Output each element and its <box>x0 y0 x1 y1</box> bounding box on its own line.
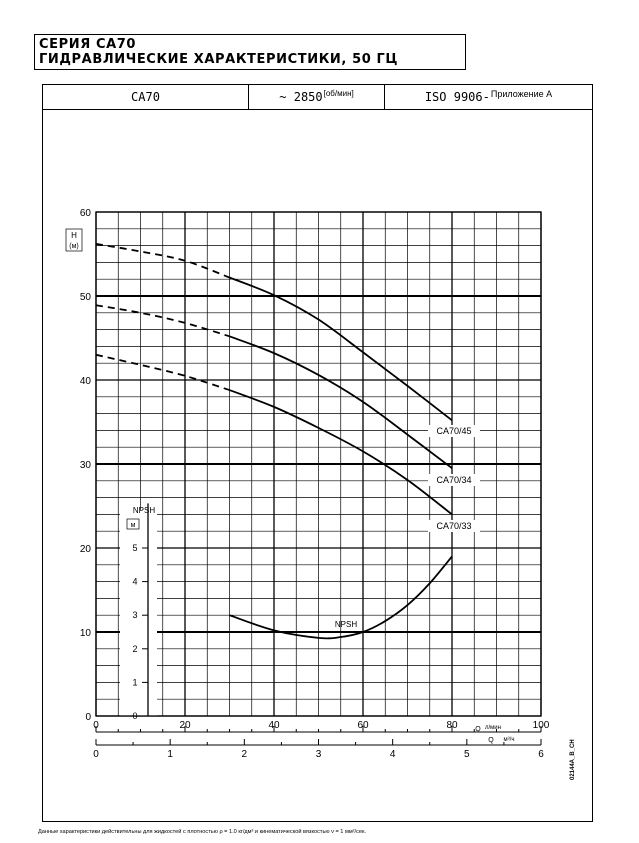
series-label-bg <box>428 520 480 532</box>
series-label-npsh: NPSH <box>335 620 357 629</box>
x-primary-tick-label: 80 <box>446 720 458 731</box>
series-label-ca70-45: CA70/45 <box>436 426 471 436</box>
standard-label: ISO 9906- <box>424 90 490 104</box>
y-tick-label: 20 <box>80 544 92 555</box>
model-label: CA70 <box>131 90 160 104</box>
x-secondary-tick-label: 3 <box>316 749 322 760</box>
plot-border <box>95 211 542 717</box>
x-secondary-unit-top: м³/ч <box>504 737 515 743</box>
npsh-tick-label: 5 <box>132 543 137 553</box>
npsh-axis-title: NPSH <box>133 506 155 515</box>
x-secondary-tick-label: 1 <box>167 749 173 760</box>
title-box: СЕРИЯ CA70 ГИДРАВЛИЧЕСКИЕ ХАРАКТЕРИСТИКИ… <box>34 34 466 70</box>
x-primary-unit: Q <box>475 726 481 733</box>
x-primary-unit-top: л/мин <box>485 725 501 731</box>
y-tick-label: 0 <box>85 712 91 723</box>
npsh-panel-bg <box>120 510 157 716</box>
curve-npsh <box>229 555 453 640</box>
chart-sheet: CA70 ~ 2850 [об/мин] ISO 9906- Приложение … <box>42 84 593 822</box>
y-tick-label: 10 <box>80 628 92 639</box>
x-secondary-tick-label: 4 <box>390 749 396 760</box>
npsh-tick-label: 2 <box>132 644 137 654</box>
x-primary-tick-label: 100 <box>533 720 550 731</box>
y-label-box <box>65 228 83 252</box>
curve-ca70-34 <box>229 335 453 469</box>
x-primary-tick-label: 60 <box>357 720 369 731</box>
x-secondary-unit: Q <box>488 737 494 744</box>
x-secondary-tick-label: 5 <box>464 749 470 760</box>
speed-value: ~ 2850 <box>279 90 323 104</box>
npsh-tick-label: 4 <box>132 577 137 587</box>
x-secondary-tick-label: 2 <box>242 749 248 760</box>
npsh-tick-label: 1 <box>132 677 137 687</box>
y-axis-unit: (м) <box>69 243 78 250</box>
curve-ca70-33 <box>229 389 453 516</box>
series-label-ca70-33: CA70/33 <box>436 521 471 531</box>
characteristics-title: ГИДРАВЛИЧЕСКИЕ ХАРАКТЕРИСТИКИ, 50 ГЦ <box>39 52 399 67</box>
x-primary-tick-label: 0 <box>93 720 99 731</box>
npsh-unit-box <box>126 518 140 530</box>
npsh-unit-label: м <box>131 522 136 529</box>
y-tick-label: 50 <box>80 292 92 303</box>
x-secondary-tick-label: 0 <box>93 749 99 760</box>
x-secondary-tick-label: 6 <box>538 749 544 760</box>
x-primary-tick-label: 20 <box>179 720 191 731</box>
annex-label: Приложение А <box>490 89 553 99</box>
model-cell: CA70 <box>43 85 249 109</box>
standard-cell: ISO 9906- Приложение А <box>385 85 592 109</box>
series-label-bg <box>428 474 480 486</box>
npsh-tick-label: 3 <box>132 610 137 620</box>
series-label-ca70-34: CA70/34 <box>436 475 471 485</box>
spec-header-row: CA70 ~ 2850 [об/мин] ISO 9906- Приложение … <box>43 85 592 110</box>
drawing-code: 02144A_B_CH <box>570 739 576 780</box>
speed-cell: ~ 2850 [об/мин] <box>249 85 385 109</box>
grid-lines <box>95 211 542 717</box>
y-tick-label: 30 <box>80 460 92 471</box>
y-tick-label: 60 <box>80 208 92 219</box>
y-tick-label: 40 <box>80 376 92 387</box>
footnote: Данные характеристики действительны для … <box>38 829 366 835</box>
series-title: СЕРИЯ CA70 <box>39 37 137 52</box>
series-label-bg <box>428 425 480 437</box>
y-axis-title: H <box>71 231 77 240</box>
curve-ca70-45 <box>229 276 453 422</box>
speed-unit: [об/мин] <box>323 88 354 98</box>
x-primary-tick-label: 40 <box>268 720 280 731</box>
